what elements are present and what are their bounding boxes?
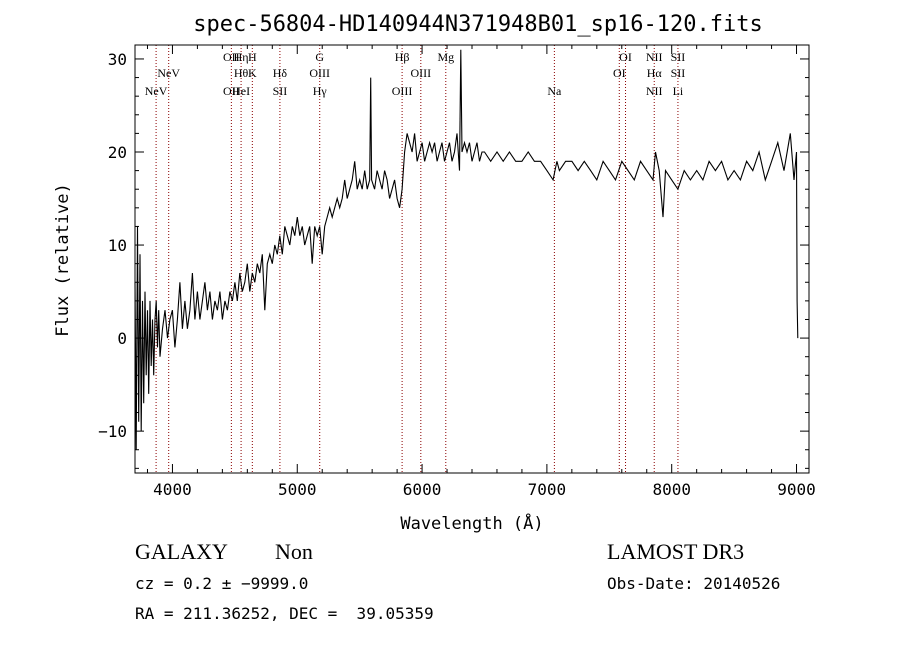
line-marker-label: OIII — [392, 84, 413, 98]
line-marker-label: Hδ — [273, 66, 288, 80]
line-marker-label: G — [315, 50, 324, 64]
line-marker-label: SII — [671, 50, 686, 64]
chart-title: spec-56804-HD140944N371948B01_sp16-120.f… — [193, 12, 763, 37]
line-marker-label: Na — [547, 84, 562, 98]
subclass-label: Non — [275, 539, 313, 564]
line-marker-label: Hθ — [234, 66, 249, 80]
line-marker-label: SII — [671, 66, 686, 80]
line-marker-label: HeI — [232, 84, 250, 98]
class-label: GALAXY — [135, 539, 228, 564]
coordinates-text: RA = 211.36252, DEC = 39.05359 — [135, 604, 434, 623]
x-tick-label: 6000 — [403, 480, 442, 499]
line-marker-label: K — [248, 66, 257, 80]
x-tick-label: 9000 — [777, 480, 816, 499]
obs-date-text: Obs-Date: 20140526 — [607, 574, 781, 593]
y-tick-label: 10 — [108, 236, 127, 255]
survey-label: LAMOST DR3 — [607, 539, 745, 564]
line-marker-label: NeV — [145, 84, 168, 98]
line-marker-label: OIII — [410, 66, 431, 80]
x-axis: 4000 5000 6000 7000 8000 9000 — [146, 45, 816, 499]
line-marker-label: Hη — [234, 50, 249, 64]
x-axis-label: Wavelength (Å) — [400, 512, 543, 534]
line-marker-label: NII — [646, 84, 663, 98]
spectrum-line — [134, 49, 799, 450]
line-marker-label: Hα — [647, 66, 663, 80]
x-tick-label: 5000 — [278, 480, 317, 499]
x-tick-label: 4000 — [153, 480, 192, 499]
line-marker-label: NII — [646, 50, 663, 64]
line-marker-label: H — [248, 50, 257, 64]
x-tick-label: 8000 — [652, 480, 691, 499]
y-tick-label: 20 — [108, 143, 127, 162]
line-marker-label: Li — [673, 84, 684, 98]
y-axis: −10 0 10 20 30 — [98, 50, 809, 469]
line-marker-label: OII — [223, 50, 240, 64]
line-marker-label: Hβ — [395, 50, 410, 64]
y-axis-label: Flux (relative) — [53, 183, 73, 337]
line-marker-label: OII — [223, 84, 240, 98]
line-marker-label: OI — [613, 66, 626, 80]
spectrum-series — [134, 49, 799, 450]
line-marker-label: OIII — [309, 66, 330, 80]
x-tick-label: 7000 — [528, 480, 567, 499]
y-tick-label: −10 — [98, 422, 127, 441]
line-marker-label: Mg — [437, 50, 454, 64]
line-marker-label: SII — [273, 84, 288, 98]
line-marker-label: OI — [619, 50, 632, 64]
redshift-text: cz = 0.2 ± −9999.0 — [135, 574, 309, 593]
line-marker-label: NeV — [157, 66, 180, 80]
y-tick-label: 30 — [108, 50, 127, 69]
line-marker-label: Hγ — [313, 84, 328, 98]
y-tick-label: 0 — [117, 329, 127, 348]
plot-frame — [134, 44, 810, 474]
